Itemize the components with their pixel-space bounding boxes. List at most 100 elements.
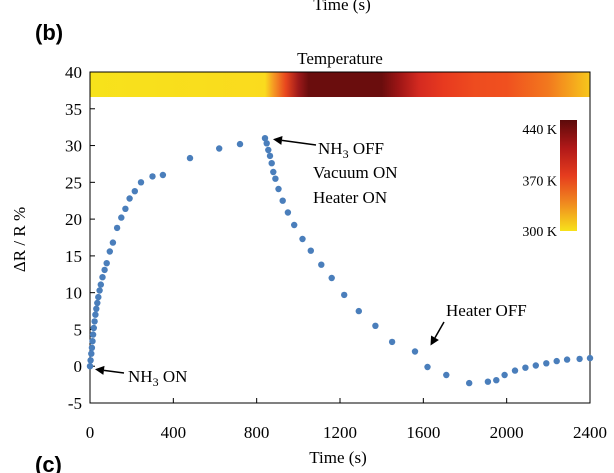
annotation-nh3-on: NH3 ON: [95, 365, 187, 389]
data-point: [90, 324, 98, 332]
y-tick-label: 5: [74, 320, 83, 339]
data-point: [92, 311, 99, 318]
x-tick-label: 2400: [573, 423, 607, 442]
data-point: [355, 307, 362, 315]
data-point: [93, 305, 100, 312]
data-point: [101, 266, 108, 274]
y-tick-label: 30: [65, 137, 82, 156]
data-point: [261, 135, 269, 142]
data-point: [106, 248, 114, 255]
data-point: [372, 322, 379, 329]
data-point: [284, 209, 292, 216]
data-point: [149, 173, 156, 180]
arrow-nh3-on-head: [95, 365, 105, 375]
data-point: [265, 146, 272, 154]
data-point: [96, 287, 103, 294]
data-point: [318, 261, 325, 268]
data-points: [86, 135, 594, 387]
data-point: [328, 274, 335, 282]
annotation-nh3-on-text: NH3 ON: [128, 367, 187, 389]
data-point: [270, 168, 277, 176]
data-point: [522, 364, 529, 371]
data-point: [97, 281, 105, 288]
data-point: [91, 318, 98, 325]
y-tick-label: 20: [65, 210, 82, 229]
colorbar-label-370k: 370 K: [522, 175, 557, 190]
x-axis-ticks: 0 400 800 1200 1600 2000 2400: [86, 398, 607, 442]
annotation-nh3-off-text: NH3 OFF: [318, 139, 384, 161]
arrow-nh3-off-head: [273, 135, 283, 145]
annotation-heater-off: Heater OFF: [430, 301, 527, 346]
data-point: [131, 188, 138, 195]
y-tick-label: -5: [68, 394, 82, 413]
data-point: [388, 338, 396, 346]
data-point: [563, 356, 571, 363]
data-point: [553, 357, 560, 365]
data-point: [99, 274, 106, 281]
arrow-nh3-off: [281, 139, 317, 146]
data-point: [266, 152, 274, 160]
annotation-heater-on: Heater ON: [313, 188, 387, 207]
y-tick-label: 40: [65, 63, 82, 82]
x-tick-label: 800: [244, 423, 270, 442]
data-point: [299, 235, 306, 243]
data-point: [126, 195, 133, 202]
data-point: [86, 363, 94, 370]
data-point: [275, 185, 282, 193]
data-point: [501, 371, 508, 379]
annotation-nh3-off: NH3 OFF: [273, 135, 384, 161]
temperature-title: Temperature: [297, 49, 383, 68]
data-point: [466, 379, 473, 387]
data-point: [484, 378, 492, 385]
data-point: [87, 357, 94, 364]
plot-frame: [89, 71, 591, 404]
data-point: [272, 175, 279, 182]
y-tick-label: 35: [65, 100, 82, 119]
data-point: [576, 355, 583, 363]
data-point: [95, 293, 102, 301]
y-tick-label: 0: [74, 357, 83, 376]
arrow-nh3-on: [103, 369, 125, 374]
y-tick-label: 15: [65, 247, 82, 266]
data-point: [103, 260, 110, 267]
data-point: [88, 344, 96, 351]
data-point: [263, 140, 270, 147]
colorbar: [560, 120, 577, 231]
data-point: [186, 154, 194, 162]
data-point: [586, 354, 594, 362]
data-point: [279, 197, 286, 204]
x-tick-label: 400: [161, 423, 187, 442]
colorbar-label-300k: 300 K: [522, 225, 557, 240]
annotation-vacuum-on: Vacuum ON: [313, 163, 398, 182]
data-point: [88, 350, 95, 357]
arrow-heater-off: [434, 321, 445, 339]
data-point: [511, 367, 519, 374]
data-point: [307, 247, 314, 254]
x-tick-label: 2000: [490, 423, 524, 442]
x-tick-label: 0: [86, 423, 95, 442]
y-tick-label: 25: [65, 173, 82, 192]
data-point: [89, 331, 97, 338]
data-point: [94, 299, 101, 307]
data-point: [109, 239, 117, 246]
x-tick-label: 1200: [323, 423, 357, 442]
arrow-heater-off-head: [430, 335, 439, 346]
data-point: [268, 160, 275, 167]
data-point: [113, 224, 121, 232]
data-point: [424, 363, 431, 371]
data-point: [118, 214, 125, 221]
data-point: [493, 377, 500, 384]
data-point: [341, 291, 348, 299]
data-point: [443, 371, 450, 379]
x-axis-title: Time (s): [309, 448, 366, 467]
data-point: [159, 171, 167, 179]
y-tick-label: 10: [65, 284, 82, 303]
y-axis-ticks: -5 0 5 10 15 20 25 30 35 40: [65, 63, 95, 413]
colorbar-label-440k: 440 K: [522, 123, 557, 138]
data-point: [411, 348, 419, 355]
data-point: [137, 179, 145, 186]
panel-c-label: (c): [35, 452, 62, 473]
data-point: [216, 145, 223, 152]
